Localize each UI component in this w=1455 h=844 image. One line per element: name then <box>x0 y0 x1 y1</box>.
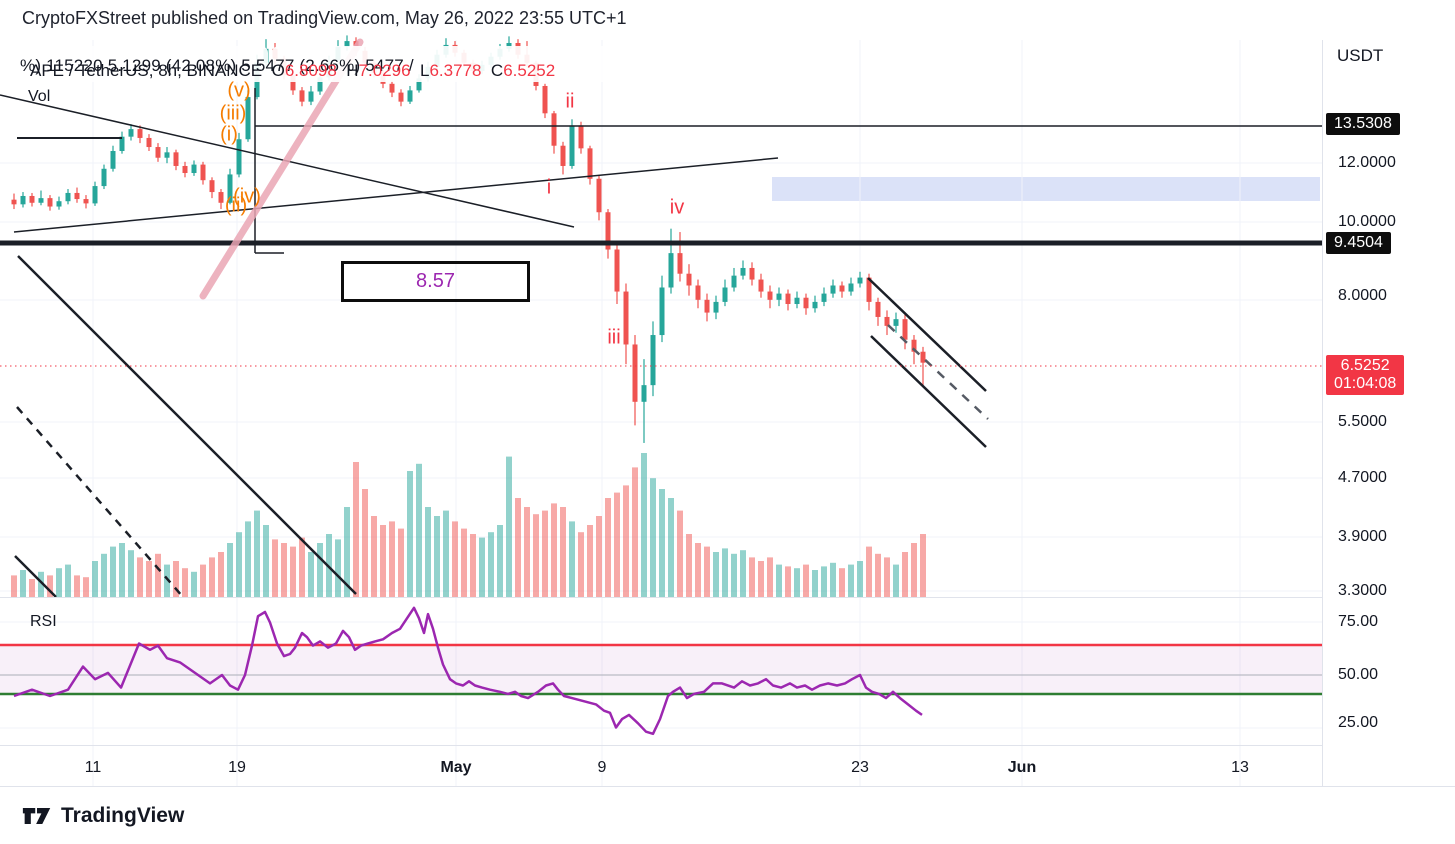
ohlc-close-value: 6.5252 <box>503 61 556 80</box>
price-axis-label: 3.3000 <box>1338 582 1387 599</box>
time-axis-label-9: 9 <box>597 759 607 776</box>
ohlc-high-value: 7.0296 <box>358 61 411 80</box>
ohlc-close-label: C <box>490 61 504 80</box>
legend-values-box <box>272 46 834 82</box>
wave-label-iii: iii <box>607 326 621 349</box>
last-price-badge: 6.5252 01:04:08 <box>1326 355 1405 395</box>
level-badge-13-5308: 13.5308 <box>1326 113 1400 135</box>
price-axis-label: 10.0000 <box>1338 213 1396 230</box>
trendline-drawing[interactable] <box>887 324 989 420</box>
pink-trendline[interactable] <box>199 38 364 300</box>
price-target-box[interactable]: 8.57 <box>341 261 530 302</box>
price-axis-label: 12.0000 <box>1338 154 1396 171</box>
trendline-drawing[interactable] <box>17 255 357 595</box>
trendline-drawing[interactable] <box>14 555 57 598</box>
price-axis-label: 4.7000 <box>1338 469 1387 486</box>
legend-overlay-box <box>14 46 268 82</box>
price-axis-label: 25.00 <box>1338 714 1379 731</box>
time-axis-label-may: May <box>440 759 472 776</box>
wave-label-ii: ii <box>565 90 575 113</box>
volume-bars <box>11 453 926 597</box>
trendline-drawing[interactable] <box>867 277 987 392</box>
wave-label-iii: (iii) <box>219 102 247 125</box>
price-axis-border <box>1322 40 1323 786</box>
symbol-legend[interactable]: APE / TetherUS, 8h, BINANCE O6.8098 H7.0… <box>30 61 555 81</box>
legend-overlay-text: %) 115220 5.1299 (42.08%) 5.5477 (2.66%)… <box>20 56 414 75</box>
rsi-band <box>0 645 1322 694</box>
time-axis-label-11: 11 <box>84 759 102 776</box>
wave-label-v: (v) <box>227 79 251 102</box>
time-axis-label-jun: Jun <box>1007 759 1037 776</box>
price-axis-label: 3.9000 <box>1338 528 1387 545</box>
price-target-value: 8.57 <box>416 270 455 292</box>
trendline-drawing[interactable] <box>870 335 987 448</box>
price-axis-label: 50.00 <box>1338 666 1379 683</box>
price-axis-label: 75.00 <box>1338 613 1379 630</box>
time-axis-label-19: 19 <box>228 759 246 776</box>
highlight-zone <box>772 177 1320 201</box>
wave-label-iv: (iv) <box>233 185 261 208</box>
time-axis-label-13: 13 <box>1231 759 1249 776</box>
ohlc-open-value: 6.8098 <box>284 61 337 80</box>
price-axis-currency-label: USDT <box>1337 46 1384 65</box>
wave-label-i: (i) <box>220 123 238 146</box>
wave-label-ii: (ii) <box>224 194 248 217</box>
trendline-drawing[interactable] <box>13 157 779 233</box>
symbol-title[interactable]: APE / TetherUS, 8h, BINANCE <box>30 61 263 80</box>
trendline-drawing[interactable] <box>16 406 184 598</box>
candles <box>11 35 926 443</box>
attribution-text: CryptoFXStreet published on TradingView.… <box>22 8 627 28</box>
level-badge-9-4504: 9.4504 <box>1326 232 1391 254</box>
price-axis-label: 8.0000 <box>1338 287 1387 304</box>
tradingview-footer-logo[interactable]: TradingView <box>22 803 184 829</box>
rsi-indicator-label[interactable]: RSI <box>30 613 57 630</box>
rsi-plot-line[interactable] <box>13 606 923 736</box>
price-axis-label: 5.5000 <box>1338 413 1387 430</box>
ohlc-open-label: O <box>271 61 285 80</box>
time-axis-label-23: 23 <box>851 759 869 776</box>
tradingview-logo-icon <box>22 808 51 824</box>
tradingview-logo-text: TradingView <box>61 804 185 827</box>
timeaxis-bottom-border <box>0 786 1455 787</box>
ohlc-high-label: H <box>346 61 359 80</box>
wave-label-i: i <box>546 176 552 199</box>
ohlc-low-label: L <box>420 61 430 80</box>
rsi-timeaxis-separator[interactable] <box>0 745 1322 746</box>
ohlc-low-value: 6.3778 <box>429 61 482 80</box>
volume-indicator-label[interactable]: Vol <box>28 88 51 105</box>
wave-label-iv: iv <box>669 196 685 219</box>
volume-rsi-pane-separator[interactable] <box>0 597 1322 598</box>
